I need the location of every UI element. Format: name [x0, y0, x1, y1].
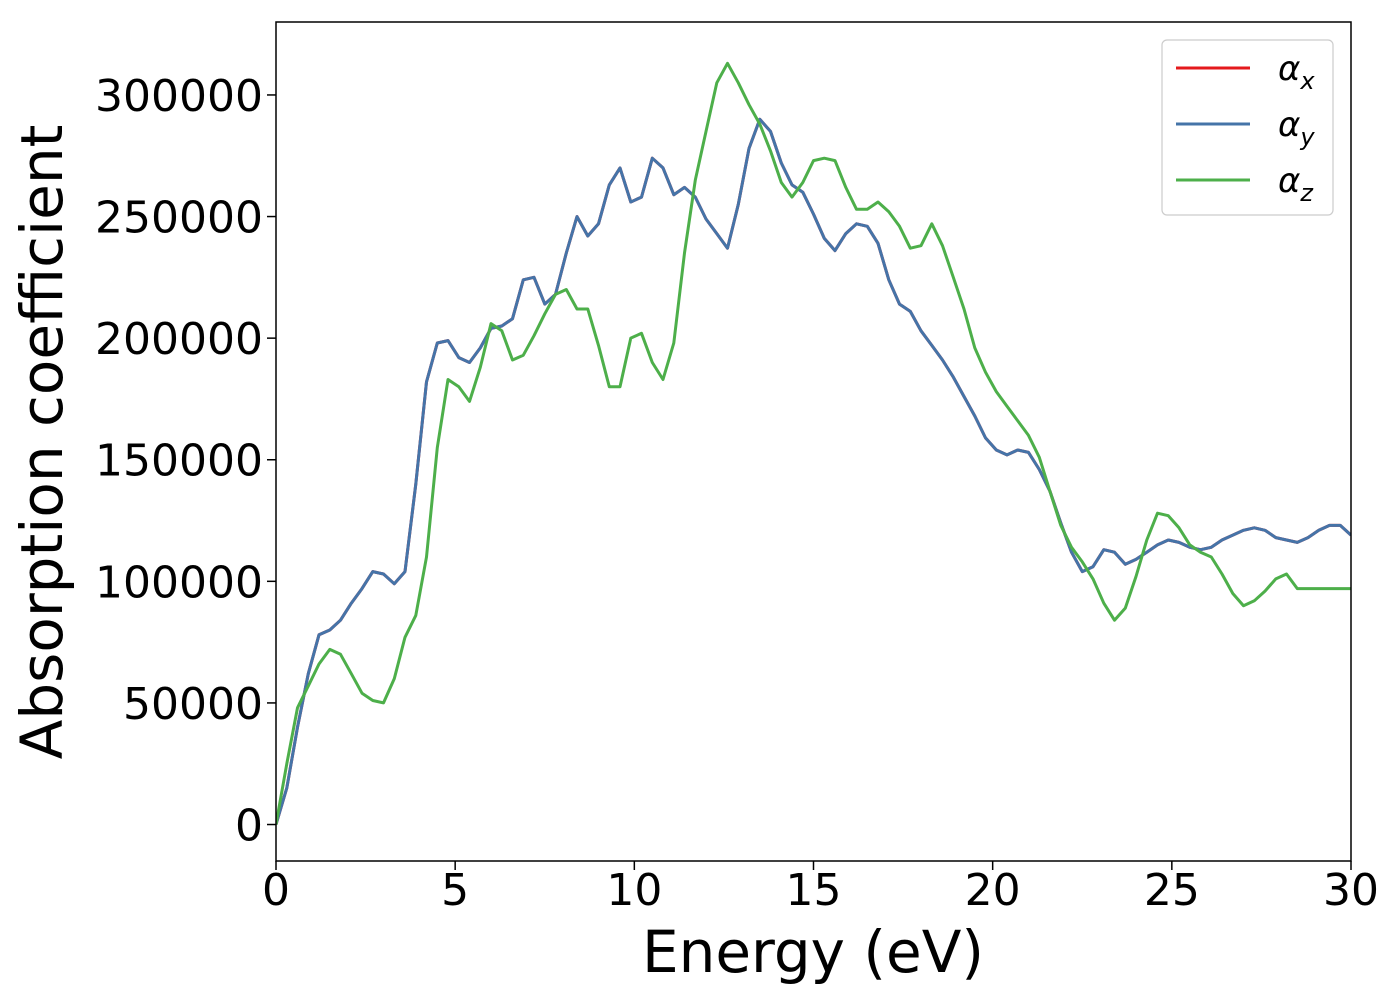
y-tick-label: 0 — [235, 801, 263, 852]
y-axis-title: Absorption coefficient — [8, 125, 76, 760]
series-line-y — [276, 117, 1351, 825]
legend-frame — [1161, 39, 1334, 216]
x-tick-label: 10 — [606, 865, 662, 916]
x-tick-label: 30 — [1323, 865, 1379, 916]
legend-label-z: αz — [1278, 161, 1314, 207]
y-tick-label: 300000 — [95, 71, 263, 122]
x-axis-title: Energy (eV) — [642, 918, 984, 986]
x-tick-label: 20 — [965, 865, 1021, 916]
series-line-z — [276, 61, 1351, 825]
y-tick-label: 200000 — [95, 314, 263, 365]
y-axis: 0 50000 100000 150000 200000 250000 300000 — [95, 71, 276, 852]
y-tick-label: 250000 — [95, 193, 263, 244]
x-tick-label: 0 — [262, 865, 290, 916]
series-layer — [276, 61, 1351, 825]
x-axis: 0 5 10 15 20 25 30 — [262, 861, 1379, 916]
y-tick-label: 100000 — [95, 557, 263, 608]
y-tick-label: 150000 — [95, 436, 263, 487]
y-tick-label: 50000 — [123, 679, 263, 730]
x-tick-label: 5 — [441, 865, 469, 916]
x-tick-label: 25 — [1144, 865, 1200, 916]
series-line-x — [276, 117, 1351, 825]
x-tick-label: 15 — [786, 865, 842, 916]
